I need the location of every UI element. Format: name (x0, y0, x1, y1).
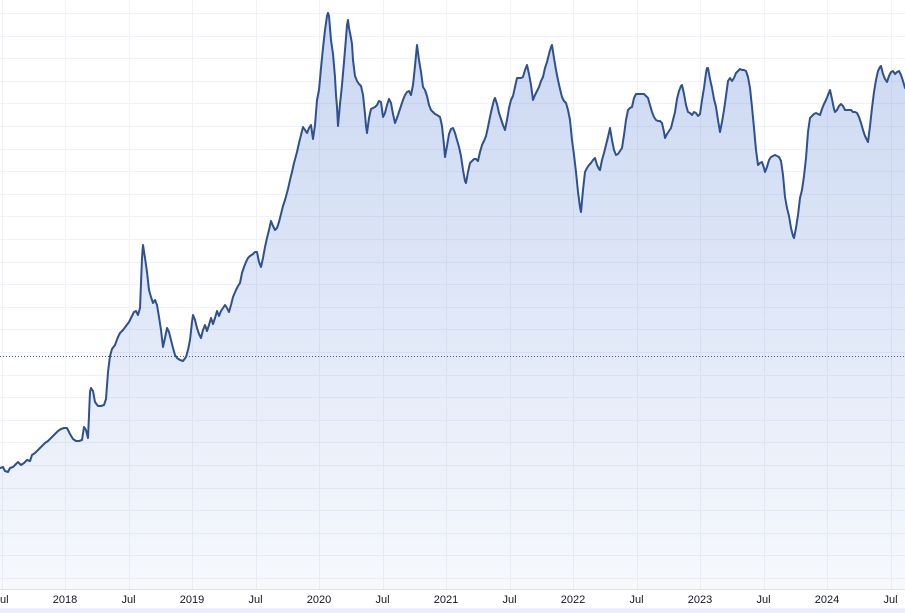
axis-tick-label: 2021 (433, 594, 459, 606)
axis-tick-label: 2020 (306, 594, 332, 606)
axis-tick-label: Jul (375, 594, 390, 606)
axis-tick-label: 2022 (560, 594, 586, 606)
price-line (0, 12, 905, 473)
time-axis[interactable]: Jul 2018 Jul 2019 Jul 2020 Jul 2021 Jul 2022 Jul 20… (0, 589, 905, 608)
axis-tick-label: Jul (756, 594, 771, 606)
axis-tick-label: 2019 (179, 594, 205, 606)
axis-tick-label: Jul (502, 594, 517, 606)
axis-tick-label: Jul (883, 594, 898, 606)
axis-tick-label: 2024 (814, 594, 840, 606)
series-area-fill (0, 13, 905, 589)
axis-tick-label: 2018 (52, 594, 78, 606)
axis-tick-label: Jul (629, 594, 644, 606)
bottom-panel-strip (0, 608, 905, 613)
axis-tick-label: Jul (121, 594, 136, 606)
chart-plot-area[interactable] (0, 0, 905, 589)
axis-tick-label: Jul (0, 594, 9, 606)
axis-tick-label: 2023 (687, 594, 713, 606)
axis-tick-label: Jul (248, 594, 263, 606)
